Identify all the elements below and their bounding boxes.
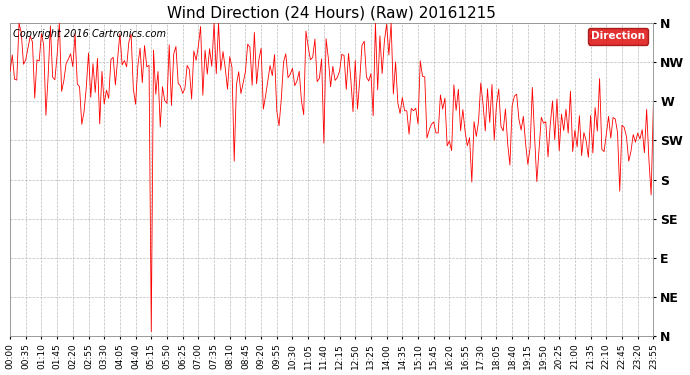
Legend: Direction: Direction xyxy=(588,28,648,45)
Text: Copyright 2016 Cartronics.com: Copyright 2016 Cartronics.com xyxy=(13,29,166,39)
Title: Wind Direction (24 Hours) (Raw) 20161215: Wind Direction (24 Hours) (Raw) 20161215 xyxy=(167,6,496,21)
